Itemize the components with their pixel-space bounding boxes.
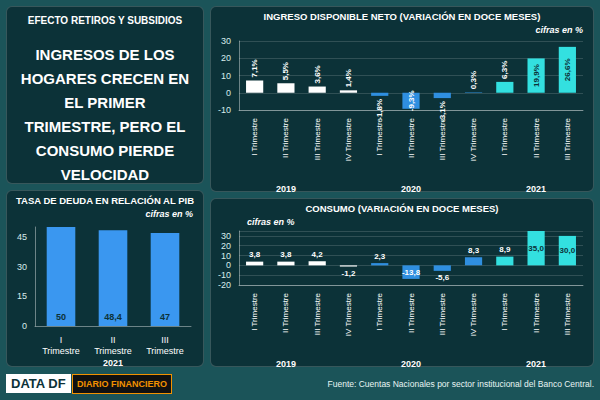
- svg-text:III Trimestre: III Trimestre: [438, 292, 447, 335]
- svg-text:-20: -20: [218, 280, 231, 290]
- svg-text:15: 15: [17, 291, 27, 301]
- svg-text:III Trimestre: III Trimestre: [438, 117, 447, 160]
- svg-text:3,8: 3,8: [249, 250, 261, 259]
- svg-text:IV Trimestre: IV Trimestre: [344, 117, 353, 161]
- svg-text:-13,8: -13,8: [402, 268, 421, 277]
- svg-text:IV Trimestre: IV Trimestre: [469, 292, 478, 336]
- svg-text:I: I: [60, 335, 63, 345]
- svg-text:1,4%: 1,4%: [344, 69, 353, 87]
- svg-text:3,6%: 3,6%: [313, 65, 322, 83]
- html-text:TASA DE DEUDA EN RELACIÓN AL P: TASA DE DEUDA EN RELACIÓN AL PIB: [16, 195, 194, 206]
- svg-text:I Trimestre: I Trimestre: [250, 117, 259, 155]
- svg-text:-1,8%: -1,8%: [375, 99, 384, 120]
- html-text:cifras en %: cifras en %: [247, 217, 295, 227]
- svg-text:Trimestre: Trimestre: [94, 346, 132, 356]
- svg-text:2,3: 2,3: [374, 252, 386, 261]
- html-text:cifras en %: cifras en %: [535, 25, 583, 35]
- svg-text:II Trimestre: II Trimestre: [407, 117, 416, 158]
- svg-text:III: III: [161, 335, 169, 345]
- svg-text:IV Trimestre: IV Trimestre: [344, 292, 353, 336]
- svg-text:0: 0: [226, 88, 231, 98]
- svg-text:0: 0: [226, 260, 231, 270]
- svg-text:-10: -10: [218, 270, 231, 280]
- svg-text:7,1%: 7,1%: [250, 59, 259, 77]
- svg-text:35,0: 35,0: [528, 244, 544, 253]
- svg-text:20: 20: [221, 53, 231, 63]
- svg-text:30: 30: [17, 262, 27, 272]
- svg-text:II Trimestre: II Trimestre: [407, 292, 416, 333]
- svg-text:I Trimestre: I Trimestre: [500, 117, 509, 155]
- svg-text:30: 30: [221, 231, 231, 241]
- html-text:INGRESOS DE LOS HOGARES CRECEN: INGRESOS DE LOS HOGARES CRECEN EN EL PRI…: [20, 46, 190, 183]
- svg-text:2021: 2021: [526, 184, 546, 194]
- svg-text:Trimestre: Trimestre: [146, 346, 184, 356]
- svg-text:II Trimestre: II Trimestre: [281, 292, 290, 333]
- html-text:CONSUMO (VARIACIÓN EN DOCE MES: CONSUMO (VARIACIÓN EN DOCE MESES): [305, 203, 499, 214]
- svg-text:10: 10: [221, 251, 231, 261]
- html-text:DIARIO FINANCIERO: DIARIO FINANCIERO: [77, 379, 167, 389]
- svg-text:Trimestre: Trimestre: [42, 346, 80, 356]
- svg-text:48,4: 48,4: [104, 312, 122, 322]
- svg-text:45: 45: [17, 232, 27, 242]
- svg-text:2021: 2021: [526, 359, 546, 369]
- html-text:Fuente: Cuentas Nacionales por: Fuente: Cuentas Nacionales por sector in…: [327, 379, 594, 389]
- svg-text:2020: 2020: [401, 359, 421, 369]
- svg-text:2019: 2019: [276, 359, 296, 369]
- svg-text:5,5%: 5,5%: [281, 62, 290, 80]
- svg-text:I Trimestre: I Trimestre: [250, 292, 259, 330]
- svg-text:III Trimestre: III Trimestre: [313, 117, 322, 160]
- html-text:INGRESO DISPONIBLE NETO (VARIA: INGRESO DISPONIBLE NETO (VARIACIÓN EN DO…: [263, 11, 541, 22]
- svg-text:3,8: 3,8: [280, 250, 292, 259]
- svg-text:II: II: [110, 335, 115, 345]
- svg-text:30,0: 30,0: [560, 246, 576, 255]
- svg-text:-9,3%: -9,3%: [407, 90, 416, 111]
- svg-text:4,2: 4,2: [312, 250, 324, 259]
- svg-text:I Trimestre: I Trimestre: [375, 117, 384, 155]
- svg-text:IV Trimestre: IV Trimestre: [469, 117, 478, 161]
- svg-text:47: 47: [160, 312, 170, 322]
- svg-text:-5,6: -5,6: [435, 273, 449, 282]
- svg-text:0,3%: 0,3%: [469, 71, 478, 89]
- svg-text:2020: 2020: [401, 184, 421, 194]
- svg-text:10: 10: [221, 71, 231, 81]
- svg-text:I Trimestre: I Trimestre: [375, 292, 384, 330]
- html-text:EFECTO RETIROS Y SUBSIDIOS: EFECTO RETIROS Y SUBSIDIOS: [27, 15, 183, 26]
- svg-text:30: 30: [221, 36, 231, 46]
- svg-text:III Trimestre: III Trimestre: [563, 117, 572, 160]
- svg-text:26,6%: 26,6%: [563, 58, 572, 81]
- svg-text:-10: -10: [218, 105, 231, 115]
- svg-text:II Trimestre: II Trimestre: [532, 117, 541, 158]
- svg-text:8,9: 8,9: [499, 245, 511, 254]
- svg-text:8,3: 8,3: [468, 246, 480, 255]
- svg-text:2021: 2021: [103, 358, 123, 368]
- svg-text:I Trimestre: I Trimestre: [500, 292, 509, 330]
- svg-text:20: 20: [221, 241, 231, 251]
- svg-text:6,3%: 6,3%: [500, 61, 509, 79]
- svg-text:2019: 2019: [276, 184, 296, 194]
- svg-text:-3,1%: -3,1%: [438, 101, 447, 122]
- svg-text:II Trimestre: II Trimestre: [281, 117, 290, 158]
- svg-text:III Trimestre: III Trimestre: [313, 292, 322, 335]
- html-text:cifras en %: cifras en %: [145, 209, 193, 219]
- svg-text:III Trimestre: III Trimestre: [563, 292, 572, 335]
- svg-text:50: 50: [56, 312, 66, 322]
- svg-text:-1,2: -1,2: [342, 269, 356, 278]
- svg-text:0: 0: [22, 321, 27, 331]
- html-text:DATA DF: DATA DF: [11, 376, 66, 391]
- svg-text:II Trimestre: II Trimestre: [532, 292, 541, 333]
- svg-text:19,9%: 19,9%: [532, 64, 541, 87]
